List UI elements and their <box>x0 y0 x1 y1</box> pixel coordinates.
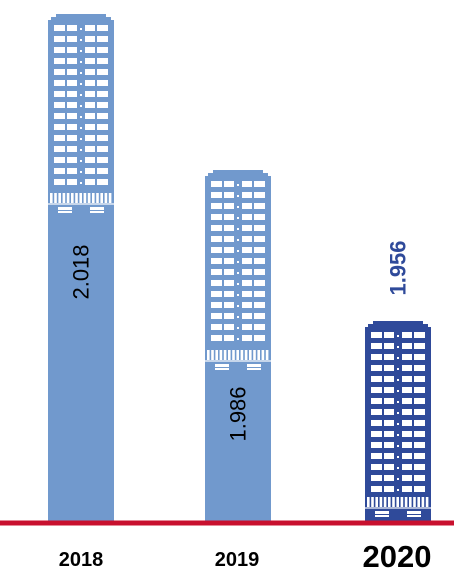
value-label-2020: 1.956 <box>386 240 411 295</box>
roof-2019 <box>213 170 263 174</box>
roof-step-2020 <box>368 324 428 328</box>
roof-step-2018 <box>51 17 111 21</box>
roof-2018 <box>56 14 106 18</box>
category-label-2019: 2019 <box>215 549 260 571</box>
bar-2019 <box>205 170 271 521</box>
value-label-2019: 1.986 <box>226 386 251 441</box>
ground-floor-2018 <box>48 193 114 213</box>
bar-body-2019 <box>205 176 271 521</box>
category-label-2018: 2018 <box>59 549 104 571</box>
windows-2019 <box>211 181 265 341</box>
bar-2018 <box>48 14 114 521</box>
ground-floor-2019 <box>205 350 271 370</box>
category-label-2020: 2020 <box>363 539 432 573</box>
roof-step-2019 <box>208 173 268 177</box>
value-label-2018: 2.018 <box>69 244 94 299</box>
windows-2018 <box>54 25 108 185</box>
ground-floor-2020 <box>365 497 431 517</box>
windows-2020 <box>371 332 425 492</box>
bars-group: 2.018 1.986 1.956 <box>48 14 431 521</box>
bar-2020 <box>365 321 431 521</box>
roof-2020 <box>373 321 423 325</box>
